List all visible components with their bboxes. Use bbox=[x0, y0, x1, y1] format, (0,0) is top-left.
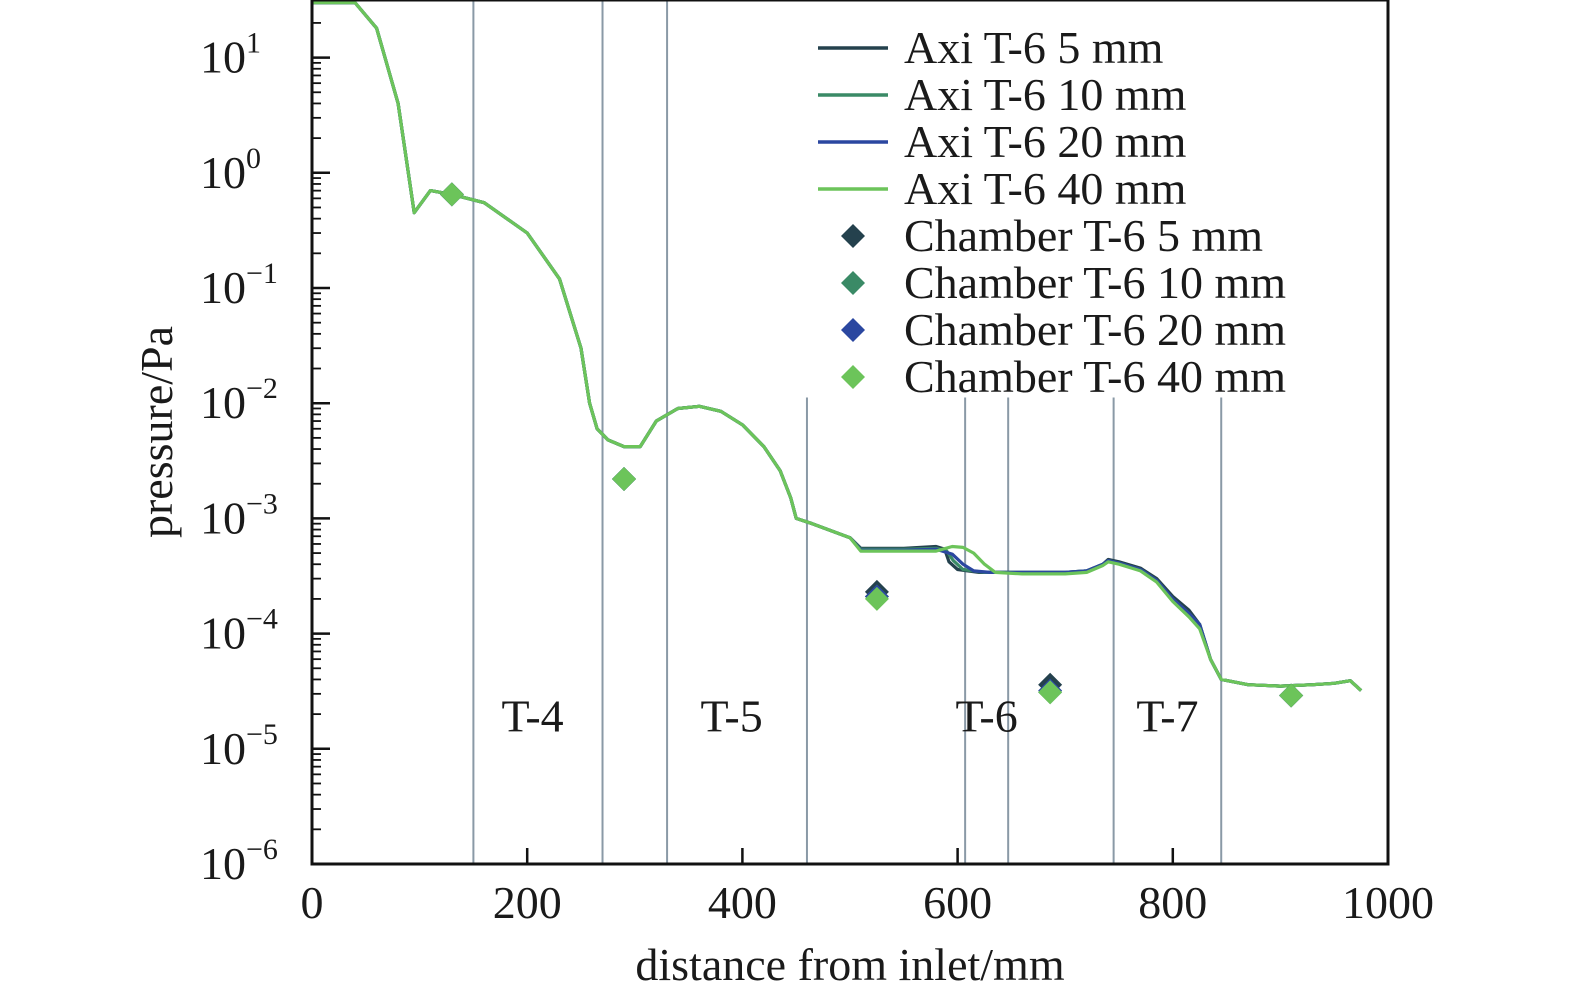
y-tick-label: 100 bbox=[200, 142, 261, 198]
series-marker-7 bbox=[864, 586, 889, 611]
section-labels: T-4 T-5 T-6 T-7 bbox=[501, 691, 1198, 742]
y-tick-base: 10 bbox=[200, 838, 246, 889]
series-marker-7 bbox=[439, 182, 464, 207]
y-tick-base: 10 bbox=[200, 377, 246, 428]
x-tick-label: 600 bbox=[923, 877, 992, 928]
x-tick-label: 400 bbox=[708, 877, 777, 928]
x-ticks: 0 200 400 600 800 1000 bbox=[301, 848, 1434, 928]
y-tick-exponent: −4 bbox=[246, 603, 278, 636]
y-tick-exponent: −2 bbox=[246, 372, 278, 405]
series-marker-7 bbox=[1279, 683, 1304, 708]
y-tick-exponent: 0 bbox=[246, 142, 261, 175]
y-tick-base: 10 bbox=[200, 492, 246, 543]
y-tick-exponent: −3 bbox=[246, 487, 278, 520]
section-lines bbox=[472, 0, 1223, 864]
legend-marker-swatch bbox=[841, 224, 865, 248]
section-label: T-5 bbox=[701, 691, 763, 742]
y-tick-label: 10−1 bbox=[200, 257, 278, 313]
legend-label: Axi T-6 40 mm bbox=[904, 163, 1187, 214]
y-tick-label: 10−4 bbox=[200, 603, 278, 659]
section-label: T-6 bbox=[956, 691, 1018, 742]
series-marker-7 bbox=[612, 466, 637, 491]
y-tick-base: 10 bbox=[200, 262, 246, 313]
legend-marker-swatch bbox=[841, 271, 865, 295]
y-tick-base: 10 bbox=[200, 608, 246, 659]
x-tick-label: 800 bbox=[1138, 877, 1207, 928]
legend-label: Chamber T-6 20 mm bbox=[904, 304, 1286, 355]
y-axis-label: pressure/Pa bbox=[131, 326, 182, 538]
series-lines bbox=[312, 1, 1363, 692]
legend-label: Axi T-6 20 mm bbox=[904, 116, 1187, 167]
y-tick-label: 10−2 bbox=[200, 372, 278, 428]
y-tick-exponent: −6 bbox=[246, 833, 278, 866]
legend-label: Chamber T-6 40 mm bbox=[904, 351, 1286, 402]
y-tick-label: 10−5 bbox=[200, 718, 278, 774]
legend-label: Chamber T-6 5 mm bbox=[904, 210, 1263, 261]
x-axis-label: distance from inlet/mm bbox=[635, 939, 1064, 990]
y-tick-exponent: 1 bbox=[246, 27, 261, 60]
legend-marker-swatch bbox=[841, 318, 865, 342]
series-line-3 bbox=[312, 1, 1363, 692]
legend-label: Chamber T-6 10 mm bbox=[904, 257, 1286, 308]
legend-label: Axi T-6 5 mm bbox=[904, 22, 1164, 73]
plot-frame bbox=[310, 0, 1390, 866]
x-tick-label: 0 bbox=[301, 877, 324, 928]
x-tick-label: 200 bbox=[493, 877, 562, 928]
y-tick-label: 101 bbox=[200, 27, 261, 83]
legend-marker-swatch bbox=[841, 365, 865, 389]
y-tick-exponent: −1 bbox=[246, 257, 278, 290]
y-tick-label: 10−3 bbox=[200, 487, 278, 543]
y-tick-base: 10 bbox=[200, 723, 246, 774]
y-tick-label: 10−6 bbox=[200, 833, 278, 889]
y-tick-exponent: −5 bbox=[246, 718, 278, 751]
y-tick-base: 10 bbox=[200, 32, 246, 83]
series-markers bbox=[439, 182, 1304, 708]
section-label: T-4 bbox=[501, 691, 563, 742]
section-label: T-7 bbox=[1136, 691, 1198, 742]
series-marker-7 bbox=[1038, 680, 1063, 705]
y-tick-base: 10 bbox=[200, 147, 246, 198]
legend-label: Axi T-6 10 mm bbox=[904, 69, 1187, 120]
x-tick-label: 1000 bbox=[1342, 877, 1434, 928]
